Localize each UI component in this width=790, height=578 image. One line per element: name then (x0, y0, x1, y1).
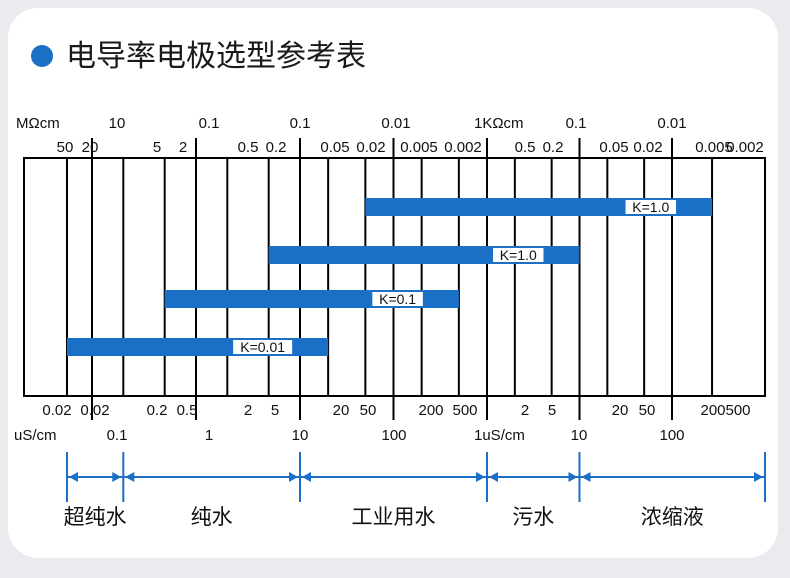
bar-label: K=1.0 (500, 247, 537, 263)
top-minor-tick-label: 0.5 (515, 139, 536, 156)
top-major-tick-label: 0.1 (566, 115, 587, 132)
arrow-head-icon (302, 472, 311, 482)
top-axis: MΩcm 1KΩcm 10 0.1 0.1 0.01 0.1 0.01 50 20 5 2 0.5 0.2… (16, 115, 764, 156)
electrode-bar (365, 198, 713, 216)
bottom-minor-tick-label: 5 (271, 402, 279, 419)
top-minor-tick-label: 0.002 (726, 139, 764, 156)
top-minor-tick-label: 20 (82, 139, 99, 156)
top-minor-tick-label: 50 (57, 139, 74, 156)
bottom-minor-tick-label: 50 (639, 402, 656, 419)
bottom-minor-tick-label: 20 (333, 402, 350, 419)
top-major-tick-label: 0.01 (381, 115, 410, 132)
bottom-major-tick-label: 10 (571, 427, 588, 444)
application-ranges: 超纯水 纯水 工业用水 污水 浓缩液 (64, 452, 766, 529)
top-major-tick-label: 0.1 (199, 115, 220, 132)
bar-label-box (233, 340, 293, 354)
bottom-major-tick-label: 1 (205, 427, 213, 444)
arrow-head-icon (489, 472, 498, 482)
bottom-minor-tick-label: 20 (612, 402, 629, 419)
range-label: 超纯水 (64, 505, 127, 529)
bottom-minor-tick-label: 0.2 (147, 402, 168, 419)
bottom-minor-tick-label: 500 (452, 402, 477, 419)
top-minor-tick-label: 5 (153, 139, 161, 156)
bottom-major-tick-label: 100 (659, 427, 684, 444)
bottom-unit-left: uS/cm (14, 427, 57, 444)
bars: K=1.0 K=1.0 K=0.1 K=0.01 (67, 198, 713, 356)
arrow-head-icon (289, 472, 298, 482)
bottom-minor-tick-label: 0.5 (177, 402, 198, 419)
top-major-tick-label: 10 (109, 115, 126, 132)
top-minor-tick-label: 0.5 (238, 139, 259, 156)
top-minor-tick-label: 0.02 (633, 139, 662, 156)
top-unit-left: MΩcm (16, 115, 60, 132)
range-label: 浓缩液 (641, 505, 704, 529)
arrow-head-icon (754, 472, 763, 482)
arrow-head-icon (568, 472, 578, 482)
bottom-minor-tick-label: 2 (521, 402, 529, 419)
bottom-major-tick-label: 0.1 (107, 427, 128, 444)
page-title: 电导率电极选型参考表 (66, 39, 366, 74)
bottom-minor-tick-label: 2 (244, 402, 252, 419)
range-label: 纯水 (191, 505, 233, 529)
grid-lines (23, 138, 766, 420)
arrow-head-icon (112, 472, 122, 482)
bottom-major-tick-label: 100 (381, 427, 406, 444)
bar-label-box (493, 248, 544, 262)
bottom-axis: 0.02 0.02 0.2 0.5 2 5 20 50 200 500 2 5 20 50 200 500uS… (14, 402, 751, 444)
top-major-tick-label: 0.1 (290, 115, 311, 132)
top-minor-tick-label: 0.005 (400, 139, 438, 156)
title-bullet-icon (31, 45, 53, 67)
bottom-minor-tick-label: 50 (360, 402, 377, 419)
bottom-major-tick-label: 10 (292, 427, 309, 444)
arrow-head-icon (69, 472, 78, 482)
bottom-minor-tick-label: 200 (418, 402, 443, 419)
bar-label: K=0.01 (240, 339, 285, 355)
top-minor-tick-label: 0.2 (543, 139, 564, 156)
arrow-head-icon (125, 472, 135, 482)
top-minor-tick-label: 0.002 (444, 139, 482, 156)
top-minor-tick-label: 0.05 (599, 139, 628, 156)
bottom-minor-tick-label: 0.02 (42, 402, 71, 419)
top-minor-tick-label: 0.02 (356, 139, 385, 156)
bottom-minor-tick-label: 200 (700, 402, 725, 419)
bar-label-box (625, 200, 677, 214)
arrow-head-icon (581, 472, 591, 482)
top-minor-tick-label: 2 (179, 139, 187, 156)
top-minor-tick-label: 0.2 (266, 139, 287, 156)
top-minor-tick-label: 0.005 (695, 139, 733, 156)
range-label: 工业用水 (352, 505, 436, 529)
bar-label: K=1.0 (632, 199, 669, 215)
bottom-minor-tick-label: 0.02 (80, 402, 109, 419)
bar-label-box (372, 292, 423, 306)
bottom-minor-tick-label: 500 (725, 402, 750, 419)
bottom-unit-mid: 1uS/cm (474, 427, 525, 444)
top-minor-tick-label: 0.05 (320, 139, 349, 156)
bar-label: K=0.1 (379, 291, 416, 307)
arrow-head-icon (476, 472, 485, 482)
bottom-minor-tick-label: 5 (548, 402, 556, 419)
top-major-tick-label: 0.01 (657, 115, 686, 132)
range-label: 污水 (512, 505, 554, 529)
top-unit-mid: 1KΩcm (474, 115, 524, 132)
